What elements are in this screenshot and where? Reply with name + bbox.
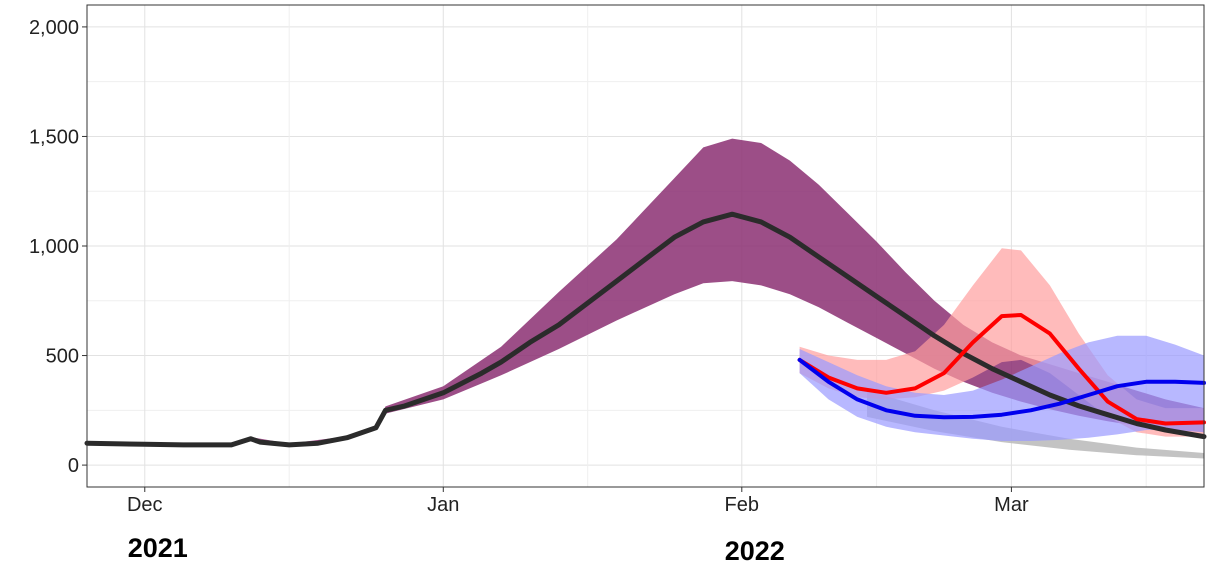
y-tick-label: 2,000: [29, 17, 79, 39]
y-tick-label: 500: [46, 346, 79, 368]
year-label: 2022: [725, 536, 785, 564]
y-tick-label: 1,500: [29, 126, 79, 148]
grid-lines: [87, 5, 1204, 487]
x-axis: Dec Jan Feb Mar: [127, 487, 1029, 516]
x-tick-label: Jan: [427, 494, 459, 516]
x-tick-label: Feb: [725, 494, 759, 516]
series-lines: [84, 211, 1207, 448]
x-tick-label: Mar: [994, 494, 1029, 516]
y-tick-label: 1,000: [29, 236, 79, 258]
purple-confidence-band: [87, 138, 1204, 446]
x-tick-label: Dec: [127, 494, 163, 516]
year-label: 2021: [128, 533, 188, 563]
year-labels: 2021 2022: [128, 533, 785, 564]
black-series-line: [84, 211, 1207, 448]
y-axis: 0 500 1,000 1,500 2,000: [29, 17, 87, 477]
blue-series-line: [797, 357, 1206, 420]
y-tick-label: 0: [68, 455, 79, 477]
red-series-line: [797, 313, 1206, 426]
